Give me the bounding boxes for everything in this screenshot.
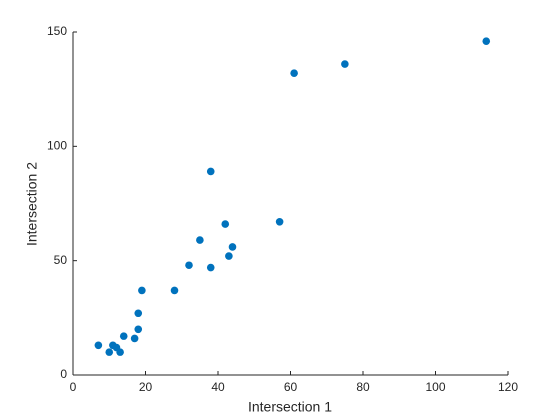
x-tick-label: 100 <box>425 380 445 394</box>
point <box>134 325 143 334</box>
x-tick-label: 0 <box>70 380 77 394</box>
point <box>116 348 124 356</box>
x-tick-label: 120 <box>498 380 518 394</box>
point <box>134 309 143 318</box>
point <box>196 236 204 244</box>
point <box>206 167 215 176</box>
point <box>170 286 179 295</box>
x-axis-label: Intersection 1 <box>248 399 332 415</box>
point <box>221 220 230 228</box>
y-tick-label: 100 <box>47 139 67 153</box>
point <box>228 243 237 251</box>
y-tick-label: 50 <box>54 253 68 267</box>
x-tick-label: 60 <box>284 380 298 394</box>
y-tick-label: 0 <box>60 367 67 381</box>
point <box>94 341 103 350</box>
y-axis-label: Intersection 2 <box>24 162 40 246</box>
point <box>225 252 233 260</box>
point <box>275 217 284 226</box>
point <box>206 263 215 272</box>
point <box>105 348 114 356</box>
x-tick-label: 80 <box>356 380 370 394</box>
x-tick-label: 40 <box>211 380 225 394</box>
point <box>341 60 349 68</box>
point <box>119 332 128 340</box>
point <box>482 37 491 45</box>
point <box>138 286 146 295</box>
x-tick-label: 20 <box>139 380 153 394</box>
y-tick-label: 150 <box>47 24 67 38</box>
point <box>185 261 193 270</box>
point <box>130 334 139 343</box>
point <box>290 69 298 77</box>
